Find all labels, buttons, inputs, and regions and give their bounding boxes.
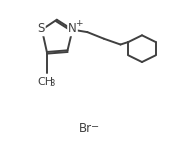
Text: Br: Br	[79, 122, 92, 135]
Text: N: N	[68, 22, 77, 35]
Text: CH: CH	[37, 77, 53, 87]
Text: S: S	[37, 22, 45, 35]
Text: +: +	[75, 19, 83, 28]
Text: −: −	[91, 122, 99, 132]
Text: 3: 3	[49, 79, 54, 88]
